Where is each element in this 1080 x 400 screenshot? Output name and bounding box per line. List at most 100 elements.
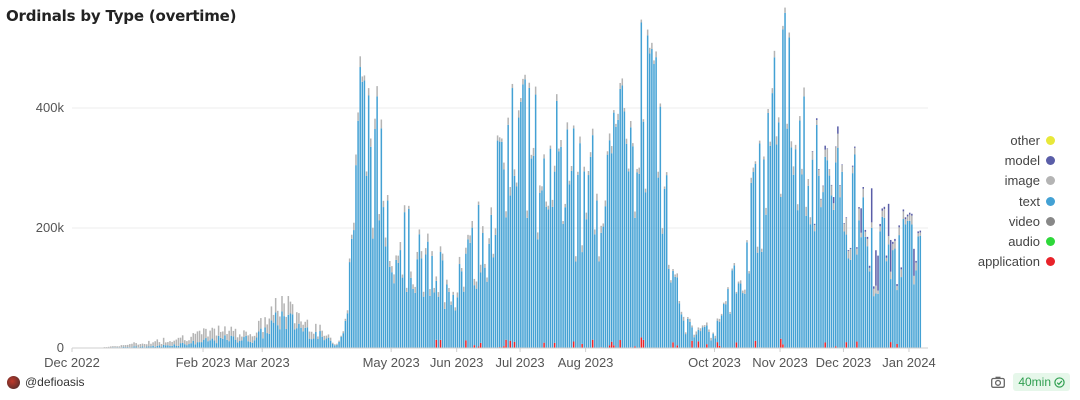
bar-image xyxy=(484,263,486,268)
bar-application xyxy=(824,342,826,348)
bar-image xyxy=(877,290,879,294)
bar-text xyxy=(450,304,452,348)
bar-text xyxy=(617,119,619,348)
bar-image xyxy=(116,346,118,348)
bar-image xyxy=(568,180,571,185)
bar-image xyxy=(496,135,499,141)
bar-text xyxy=(640,22,643,338)
legend-swatch xyxy=(1046,216,1055,226)
bar-image xyxy=(545,201,547,207)
bar-text xyxy=(613,112,615,346)
bar-text xyxy=(608,140,611,346)
bar-image xyxy=(395,255,397,260)
legend-item-audio[interactable]: audio xyxy=(915,231,1055,251)
bar-image xyxy=(623,108,626,112)
bar-text xyxy=(348,262,351,348)
bar-text xyxy=(420,258,423,348)
bar-image xyxy=(452,291,454,295)
bar-image xyxy=(463,286,465,292)
bar-image xyxy=(241,336,243,341)
bar-text xyxy=(851,173,854,348)
bar-text xyxy=(266,333,268,348)
bar-image xyxy=(203,328,205,340)
bar-text xyxy=(775,144,778,348)
bar-text xyxy=(232,336,235,348)
bar-text xyxy=(357,120,359,348)
bar-text xyxy=(475,288,478,348)
bar-image xyxy=(761,248,763,252)
bar-image xyxy=(682,316,685,321)
bar-image xyxy=(467,234,469,240)
legend-label: video xyxy=(1008,213,1040,229)
bar-image xyxy=(526,210,528,218)
bar-text xyxy=(551,206,554,348)
camera-icon[interactable] xyxy=(991,376,1006,388)
bar-application xyxy=(856,341,858,348)
bar-text xyxy=(272,322,275,348)
bar-text xyxy=(908,220,911,348)
chart-title: Ordinals by Type (overtime) xyxy=(6,7,237,25)
bar-text xyxy=(141,346,144,348)
bar-text xyxy=(325,338,328,348)
bar-image xyxy=(693,334,695,338)
legend-item-image[interactable]: image xyxy=(915,171,1055,191)
bar-text xyxy=(513,175,516,342)
bar-image xyxy=(456,292,459,298)
bar-application xyxy=(513,341,516,348)
bar-text xyxy=(268,333,271,348)
bar-text xyxy=(422,296,425,348)
bar-image xyxy=(879,226,881,232)
legend-item-model[interactable]: model xyxy=(915,150,1055,170)
creator-handle: @defioasis xyxy=(25,375,85,389)
bar-text xyxy=(164,345,167,348)
bar-image xyxy=(190,336,192,344)
bar-text xyxy=(748,273,750,348)
bar-image xyxy=(156,339,159,346)
bar-image xyxy=(617,113,619,120)
legend-label: image xyxy=(1004,173,1040,189)
bar-text xyxy=(668,268,670,348)
bar-text xyxy=(424,254,427,348)
legend-item-application[interactable]: application xyxy=(915,252,1055,272)
legend-item-text[interactable]: text xyxy=(915,191,1055,211)
bar-text xyxy=(801,174,803,348)
bar-text xyxy=(505,217,507,340)
bar-image xyxy=(735,291,738,294)
bar-image xyxy=(653,60,655,65)
creator-link[interactable]: @defioasis xyxy=(7,375,85,389)
bar-image xyxy=(238,334,241,342)
bar-text xyxy=(887,244,890,348)
legend-item-other[interactable]: other xyxy=(915,130,1055,150)
bar-text xyxy=(454,310,457,348)
bar-text xyxy=(720,315,723,348)
legend-item-video[interactable]: video xyxy=(915,211,1055,231)
bar-text xyxy=(196,342,199,348)
bar-text xyxy=(638,173,640,348)
bar-text xyxy=(334,345,336,348)
bar-image xyxy=(758,140,761,144)
bar-application xyxy=(716,342,719,348)
bar-image xyxy=(562,221,564,224)
bar-model xyxy=(870,188,873,223)
bar-image xyxy=(397,255,400,263)
bar-text xyxy=(162,344,165,348)
bar-image xyxy=(864,231,867,237)
bar-text xyxy=(177,345,180,348)
x-tick-label: Oct 2023 xyxy=(688,355,741,370)
bar-application xyxy=(553,342,556,348)
bar-image xyxy=(763,156,765,160)
bar-image xyxy=(737,281,740,284)
bar-text xyxy=(145,346,148,348)
bar-image xyxy=(835,147,837,163)
bar-image xyxy=(355,154,357,166)
bar-text xyxy=(792,174,795,348)
bar-text xyxy=(530,158,533,348)
bar-image xyxy=(342,331,345,334)
bar-image xyxy=(530,154,533,159)
bar-text xyxy=(399,250,402,348)
bar-image xyxy=(661,228,664,234)
bar-image xyxy=(644,188,647,193)
bar-text xyxy=(479,272,482,343)
bar-text xyxy=(866,246,869,348)
bar-model xyxy=(835,146,837,148)
